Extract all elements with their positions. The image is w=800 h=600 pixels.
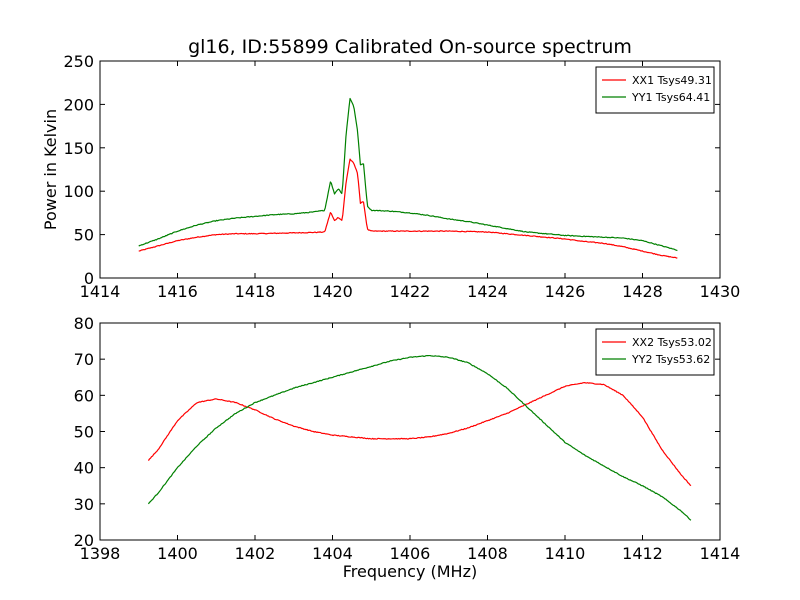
top-legend-label-2: YY1 Tsys64.41 bbox=[631, 91, 710, 104]
top-panel: 1414 1416 1418 1420 1422 1424 1426 1428 1430 0 50 1… bbox=[41, 52, 740, 301]
top-x-tick-label: 1422 bbox=[390, 282, 431, 301]
top-y-tick-label: 150 bbox=[63, 139, 94, 158]
top-y-tick-label: 100 bbox=[63, 182, 94, 201]
bottom-legend-box bbox=[595, 328, 715, 376]
top-legend-label-1: XX1 Tsys49.31 bbox=[632, 74, 712, 87]
bottom-x-tick-label: 1408 bbox=[467, 544, 508, 563]
top-legend-box bbox=[595, 66, 715, 114]
top-x-tick-label: 1414 bbox=[80, 282, 121, 301]
bottom-ticks: 1398 1400 1402 1404 1406 1408 1410 1412 1414 20 30… bbox=[74, 314, 741, 563]
bottom-y-tick-label: 30 bbox=[74, 495, 94, 514]
top-y-tick-label: 250 bbox=[63, 52, 94, 71]
bottom-y-tick-label: 20 bbox=[74, 531, 94, 550]
top-x-tick-label: 1418 bbox=[235, 282, 276, 301]
bottom-legend-label-1: XX2 Tsys53.02 bbox=[632, 336, 712, 349]
bottom-x-tick-label: 1410 bbox=[545, 544, 586, 563]
bottom-y-tick-label: 50 bbox=[74, 423, 94, 442]
top-legend: XX1 Tsys49.31 YY1 Tsys64.41 bbox=[595, 66, 715, 114]
bottom-x-tick-label: 1404 bbox=[312, 544, 353, 563]
bottom-x-tick-label: 1414 bbox=[700, 544, 741, 563]
top-y-axis-label: Power in Kelvin bbox=[41, 109, 60, 230]
bottom-legend-label-2: YY2 Tsys53.62 bbox=[631, 353, 710, 366]
top-x-tick-label: 1424 bbox=[467, 282, 508, 301]
top-series-lines bbox=[138, 97, 678, 259]
bottom-y-tick-label: 70 bbox=[74, 350, 94, 369]
bottom-x-axis-label: Frequency (MHz) bbox=[343, 562, 477, 581]
chart-title: gl16, ID:55899 Calibrated On-source spec… bbox=[188, 36, 632, 58]
bottom-y-tick-label: 80 bbox=[74, 314, 94, 333]
top-series-line-2 bbox=[138, 97, 678, 252]
bottom-x-tick-label: 1400 bbox=[157, 544, 198, 563]
bottom-panel: 1398 1400 1402 1404 1406 1408 1410 1412 1414 20 30… bbox=[74, 314, 741, 581]
bottom-legend: XX2 Tsys53.02 YY2 Tsys53.62 bbox=[595, 328, 715, 376]
bottom-x-tick-label: 1406 bbox=[390, 544, 431, 563]
bottom-series-line-2 bbox=[147, 354, 692, 521]
top-x-tick-label: 1420 bbox=[312, 282, 353, 301]
bottom-y-tick-label: 60 bbox=[74, 386, 94, 405]
bottom-x-tick-label: 1412 bbox=[622, 544, 663, 563]
bottom-x-tick-label: 1402 bbox=[235, 544, 276, 563]
bottom-series-lines bbox=[147, 354, 692, 521]
top-x-tick-label: 1416 bbox=[157, 282, 198, 301]
bottom-x-tick-label: 1398 bbox=[80, 544, 121, 563]
top-x-tick-label: 1428 bbox=[622, 282, 663, 301]
top-x-tick-label: 1426 bbox=[545, 282, 586, 301]
top-y-tick-label: 200 bbox=[63, 95, 94, 114]
top-ticks: 1414 1416 1418 1420 1422 1424 1426 1428 1430 0 50 1… bbox=[63, 52, 740, 301]
bottom-y-tick-label: 40 bbox=[74, 459, 94, 478]
top-y-tick-label: 50 bbox=[74, 226, 94, 245]
bottom-series-line-1 bbox=[147, 382, 692, 487]
top-y-tick-label: 0 bbox=[84, 269, 94, 288]
top-series-line-1 bbox=[138, 158, 678, 259]
top-x-tick-label: 1430 bbox=[700, 282, 741, 301]
